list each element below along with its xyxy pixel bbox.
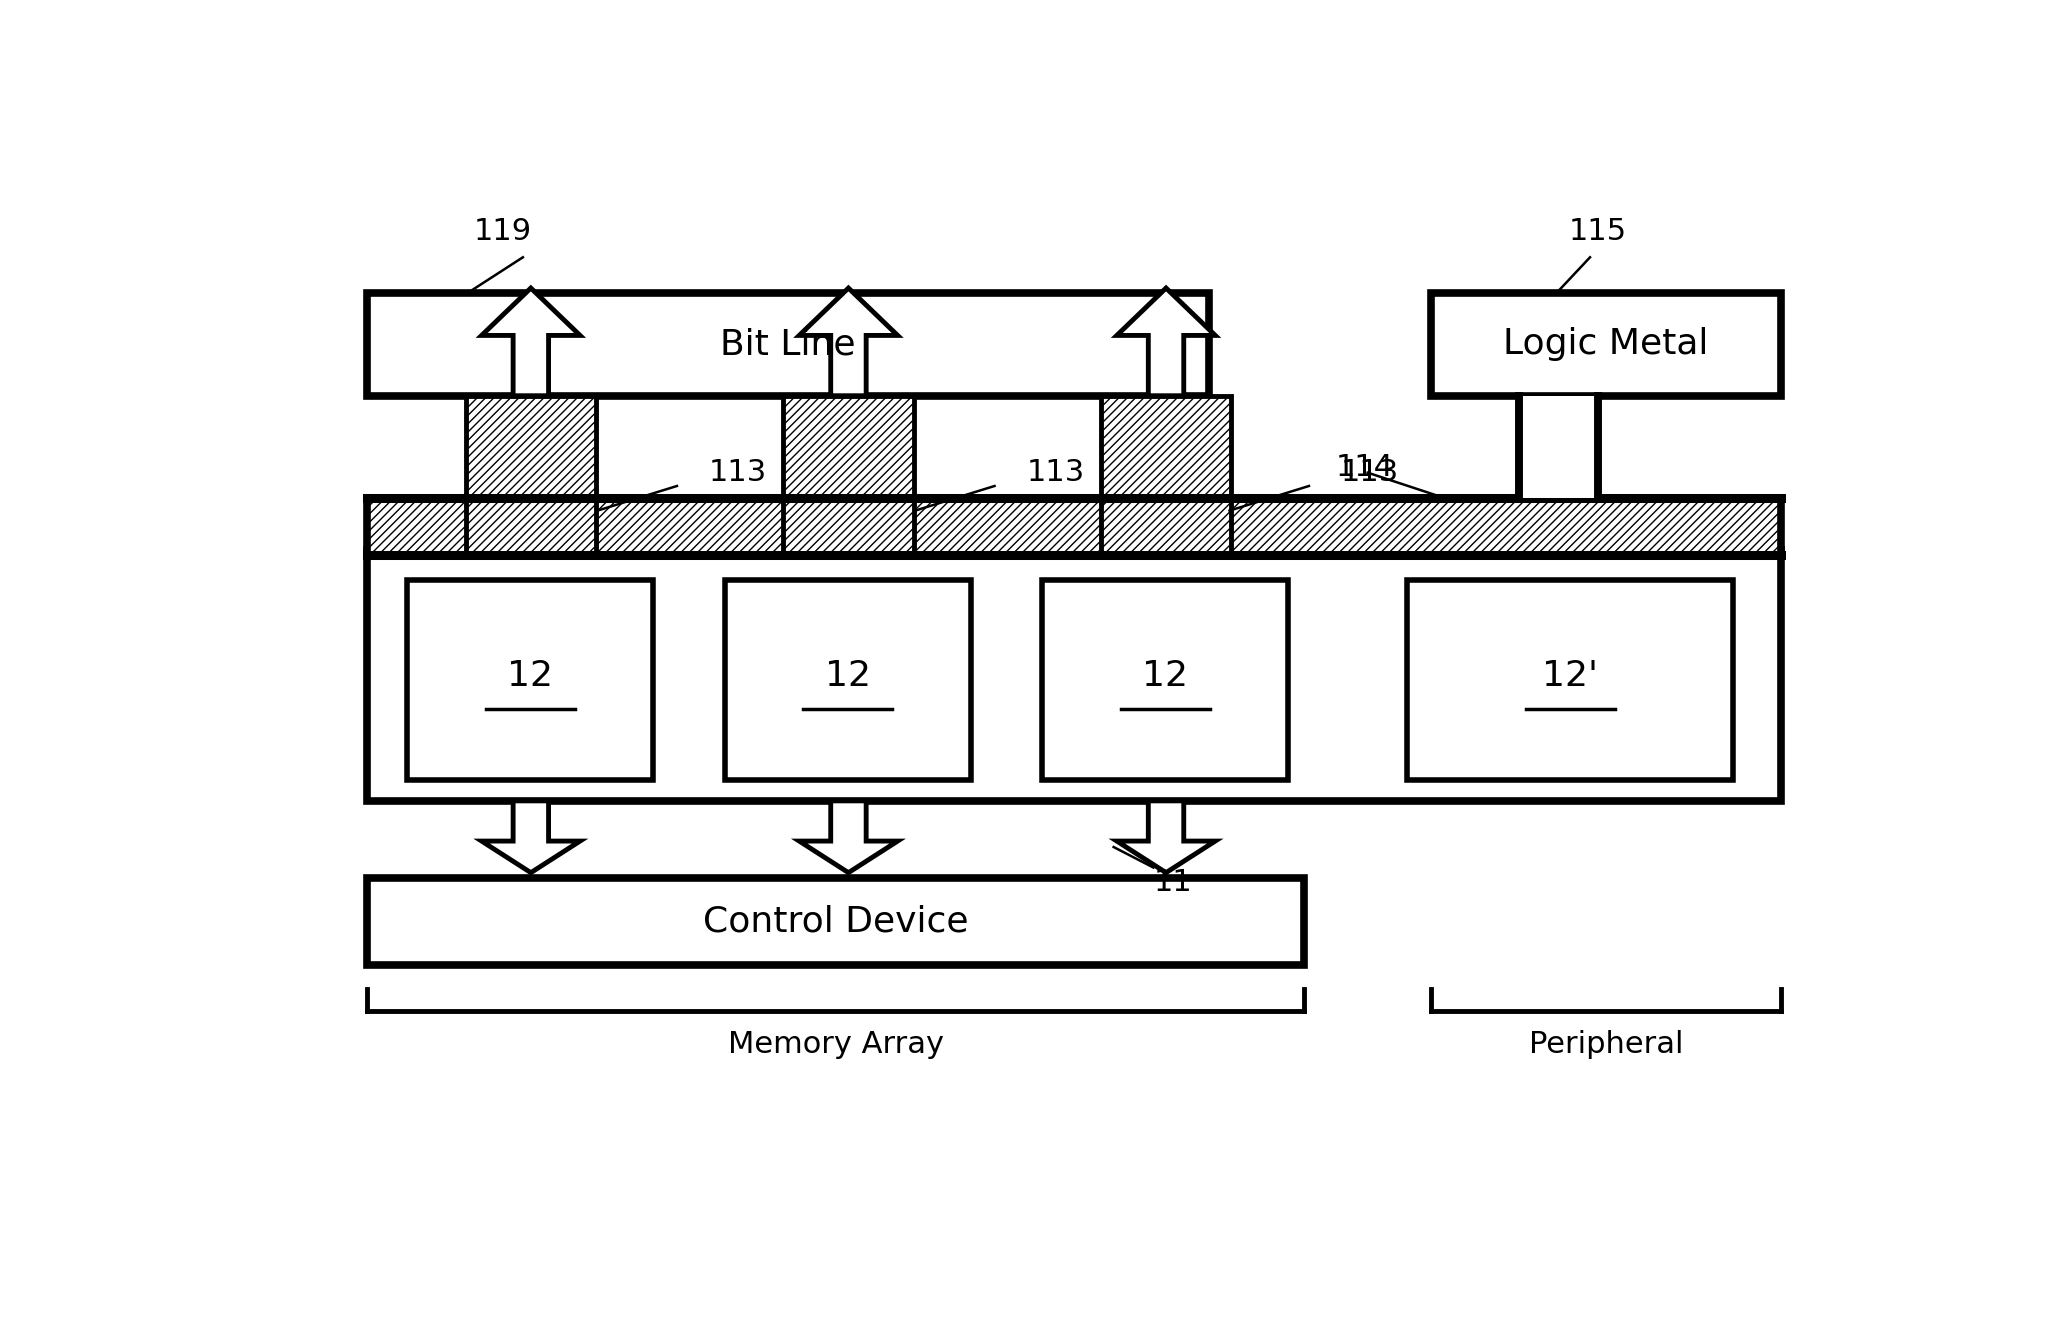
Text: Logic Metal: Logic Metal [1504, 328, 1709, 361]
Polygon shape [1117, 801, 1215, 872]
Bar [1100, 396, 1231, 554]
Text: 113: 113 [1340, 458, 1399, 488]
Polygon shape [482, 801, 580, 872]
Bar [1408, 581, 1733, 781]
Bar [367, 878, 1303, 964]
Bar [408, 581, 654, 781]
Polygon shape [799, 288, 897, 396]
Text: 12: 12 [1141, 659, 1188, 694]
Bar [1100, 396, 1231, 554]
Text: 119: 119 [473, 217, 531, 246]
Text: 113: 113 [709, 458, 766, 488]
Bar [367, 498, 1781, 554]
Bar [465, 396, 596, 554]
Bar [367, 550, 1781, 801]
Text: Control Device: Control Device [703, 904, 969, 938]
Text: Peripheral: Peripheral [1529, 1030, 1682, 1059]
Bar [725, 581, 971, 781]
Polygon shape [1117, 288, 1215, 396]
Text: 115: 115 [1570, 217, 1627, 246]
Text: 11: 11 [1154, 868, 1193, 898]
Bar [465, 396, 596, 554]
Polygon shape [482, 288, 580, 396]
Bar [783, 396, 914, 554]
Bar [1043, 581, 1289, 781]
Bar [783, 396, 914, 554]
Text: 12: 12 [824, 659, 871, 694]
Text: Memory Array: Memory Array [727, 1030, 945, 1059]
Text: 113: 113 [1027, 458, 1084, 488]
Text: Bit Line: Bit Line [721, 328, 856, 361]
Bar [367, 293, 1209, 396]
Text: 12: 12 [506, 659, 553, 694]
Bar [1430, 293, 1781, 396]
Text: 12': 12' [1543, 659, 1598, 694]
Text: 114: 114 [1336, 453, 1393, 482]
Polygon shape [799, 801, 897, 872]
Bar [1518, 396, 1598, 498]
